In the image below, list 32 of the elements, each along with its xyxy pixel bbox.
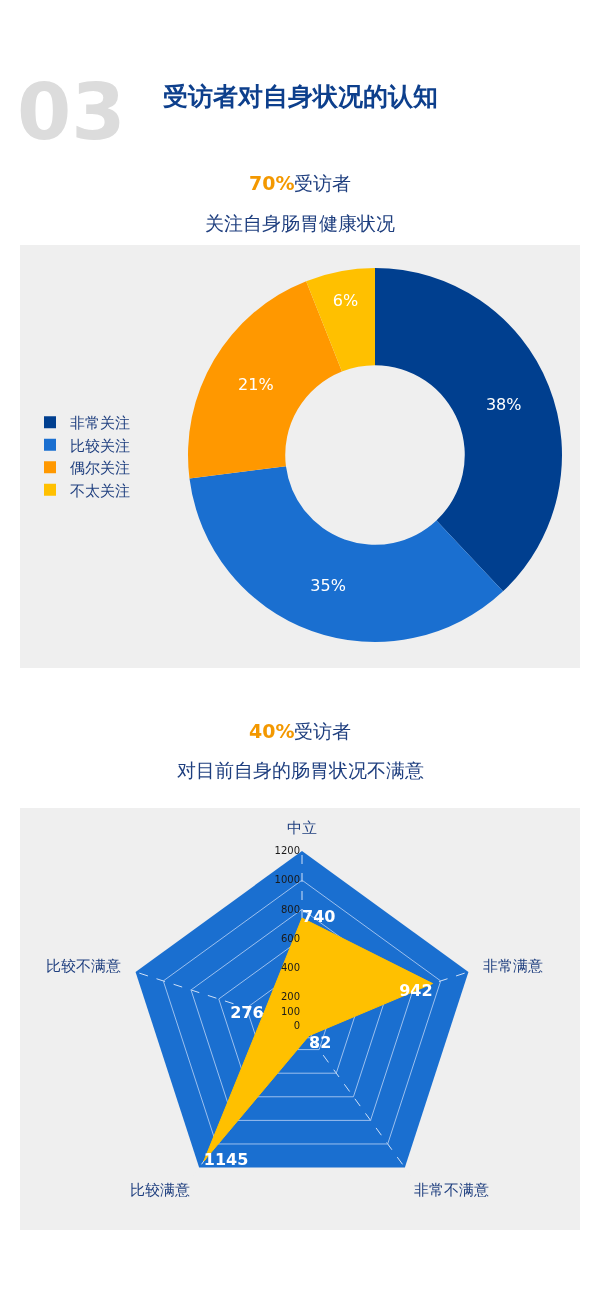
data-label: 35% bbox=[310, 575, 346, 595]
spoke-label: 中立 bbox=[287, 818, 317, 837]
spoke-label: 比较满意 bbox=[130, 1181, 191, 1200]
y-tick-label: 1000 bbox=[274, 874, 300, 886]
chart-subtitle: 对目前自身的肠胃状况不满意 bbox=[177, 759, 424, 781]
data-label: 1145 bbox=[203, 1150, 249, 1170]
data-label: 740 bbox=[302, 907, 336, 927]
y-tick-label: 100 bbox=[280, 1005, 300, 1017]
spoke-label: 非常不满意 bbox=[413, 1181, 489, 1200]
donut-slice bbox=[375, 268, 562, 592]
chart-title: 40%受访者 bbox=[249, 720, 352, 742]
legend-label: 偶尔关注 bbox=[70, 459, 130, 478]
y-tick-label: 200 bbox=[280, 991, 300, 1003]
chart-subtitle: 关注自身肠胃健康状况 bbox=[205, 212, 395, 234]
data-label: 6% bbox=[332, 290, 359, 310]
data-label: 276 bbox=[230, 1002, 264, 1022]
data-label: 38% bbox=[485, 394, 522, 414]
spoke-label: 比较不满意 bbox=[45, 957, 121, 976]
y-tick-label: 800 bbox=[280, 903, 300, 915]
donut-slice bbox=[189, 466, 504, 642]
y-tick-label: 1200 bbox=[274, 845, 300, 857]
legend-label: 比较关注 bbox=[70, 436, 130, 455]
y-tick-label: 400 bbox=[280, 961, 300, 973]
text: 受访者对自身状况的认知 bbox=[163, 82, 438, 111]
legend-label: 不太关注 bbox=[70, 481, 130, 500]
data-label: 82 bbox=[309, 1032, 332, 1052]
chart-title: 70%受访者 bbox=[249, 172, 352, 194]
legend-label: 非常关注 bbox=[70, 414, 130, 433]
donut-slice bbox=[306, 268, 375, 372]
spoke-label: 非常满意 bbox=[483, 957, 544, 976]
y-tick-label: 0 bbox=[293, 1020, 300, 1032]
data-label: 21% bbox=[238, 375, 274, 395]
